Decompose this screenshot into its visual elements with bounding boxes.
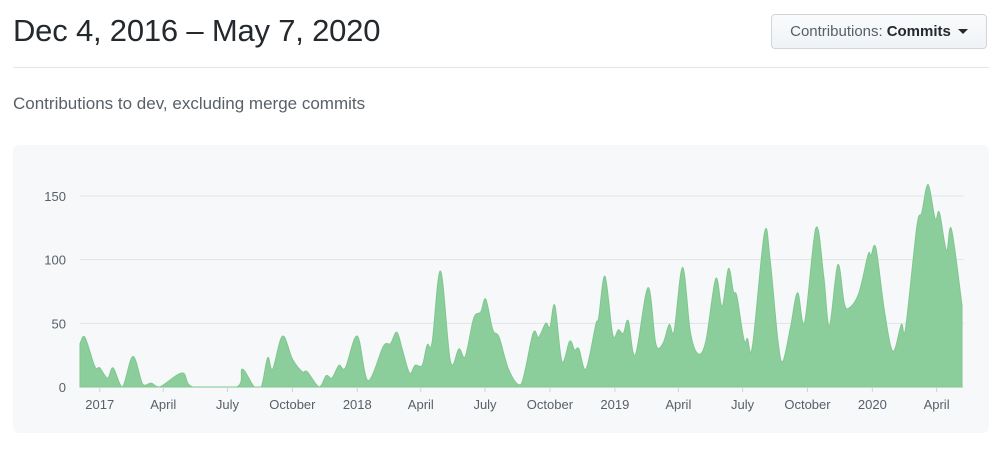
x-tick-label: July [731,397,755,412]
x-tick-label: 2020 [858,397,887,412]
y-tick-label: 150 [44,189,66,204]
x-tick-label: October [527,397,574,412]
x-tick-label: April [665,397,691,412]
dropdown-value: Commits [886,23,951,40]
contributions-type-dropdown[interactable]: Contributions: Commits [771,14,987,49]
x-tick-label: July [473,397,497,412]
dropdown-label: Contributions: [790,23,883,40]
x-tick-label: 2019 [600,397,629,412]
x-tick-label: April [150,397,176,412]
y-tick-label: 0 [59,380,66,395]
header-divider [13,67,989,68]
y-tick-label: 100 [44,253,66,268]
x-tick-label: April [924,397,950,412]
x-tick-label: October [269,397,316,412]
y-tick-label: 50 [52,316,66,331]
x-tick-label: April [408,397,434,412]
chart-subtitle: Contributions to dev, excluding merge co… [13,94,366,113]
commits-area [79,184,963,388]
x-tick-label: October [784,397,831,412]
page-title: Dec 4, 2016 – May 7, 2020 [13,13,381,48]
x-tick-label: 2018 [343,397,372,412]
x-tick-label: July [216,397,240,412]
x-tick-label: 2017 [85,397,114,412]
caret-down-icon [957,29,968,34]
